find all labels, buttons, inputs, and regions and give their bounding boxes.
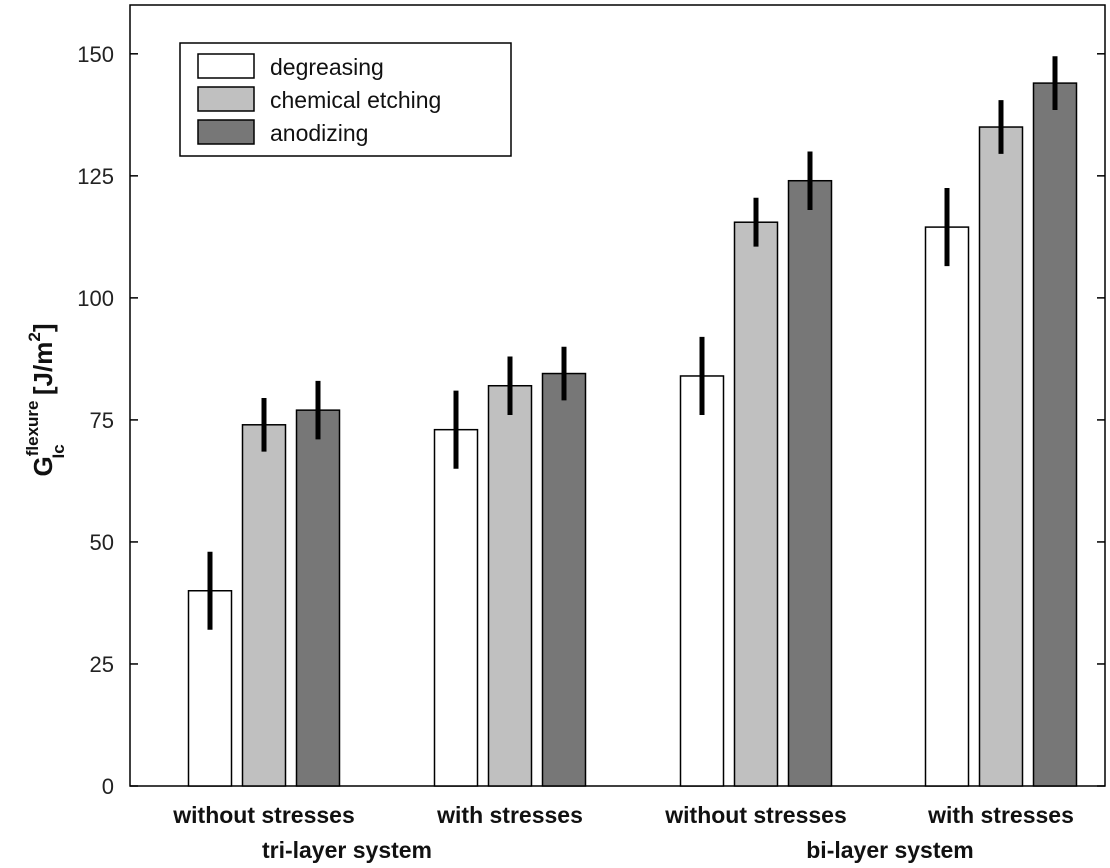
bar [733,221,779,787]
bar [487,384,533,787]
legend-swatch [197,53,255,79]
y-title-sub: Ic [49,444,68,458]
y-tick-label: 25 [90,652,114,677]
y-axis-title-text: Gflexure Ic [J/m2] [23,324,68,477]
bar [679,375,725,787]
legend-label: degreasing [270,54,384,80]
bar [924,226,970,787]
bar [1032,82,1078,787]
y-title-main: G [28,456,58,476]
legend: degreasing chemical etching anodizing [179,42,512,157]
legend-swatch [197,86,255,112]
bars [187,82,1078,787]
x-group-label: bi-layer system [806,837,973,863]
legend-label: anodizing [270,120,368,146]
y-tick-label: 0 [102,774,114,799]
plot-frame [129,4,1106,787]
x-group-label: tri-layer system [262,837,432,863]
y-title-unit: [J/m [28,342,58,403]
x-category-label: with stresses [436,802,583,828]
plot-axes [129,4,1106,787]
y-title-unit-end: ] [28,324,58,333]
bar [541,372,587,787]
bar [978,126,1024,787]
y-tick-label: 150 [77,42,114,67]
x-category-label: without stresses [172,802,355,828]
y-tick-label: 125 [77,164,114,189]
legend-label: chemical etching [270,87,441,113]
x-category-label: without stresses [664,802,847,828]
error-bars [207,56,1058,630]
y-tick-label: 50 [90,530,114,555]
bar [241,424,287,787]
x-axis-labels: without stresses with stresses without str… [172,802,1074,863]
y-axis-title: Gflexure Ic [J/m2] [23,324,68,477]
bar [433,428,479,787]
y-tick-label: 75 [90,408,114,433]
y-tick-label: 100 [77,286,114,311]
y-title-unit-sup: 2 [25,332,44,341]
x-category-label: with stresses [927,802,1074,828]
y-title-sup: flexure [23,401,42,457]
y-axis-ticks: 0 25 50 75 100 125 150 [77,42,1105,799]
bar [787,179,833,787]
legend-swatch [197,119,255,145]
y-axis-label: Gflexure Ic [J/m2] [23,324,68,477]
bar [295,409,341,787]
